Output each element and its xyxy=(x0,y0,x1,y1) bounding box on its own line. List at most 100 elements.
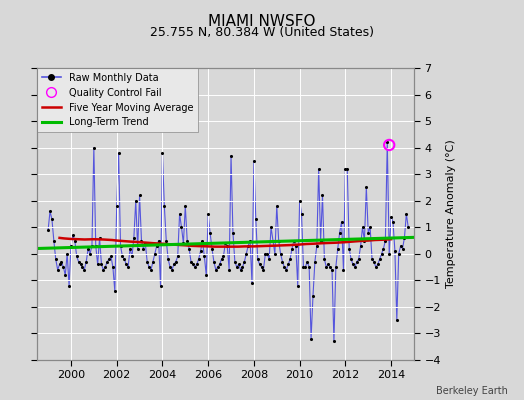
Point xyxy=(318,192,326,199)
Point xyxy=(324,261,332,268)
Text: MIAMI NWSFO: MIAMI NWSFO xyxy=(208,14,316,29)
Point xyxy=(86,251,94,257)
Point xyxy=(370,258,378,265)
Point xyxy=(362,184,370,191)
Point xyxy=(381,237,389,244)
Point xyxy=(311,258,319,265)
Point xyxy=(374,261,382,268)
Point xyxy=(244,243,253,249)
Point xyxy=(93,261,102,268)
Point xyxy=(124,264,133,270)
Point xyxy=(69,232,77,238)
Point xyxy=(356,243,365,249)
Point xyxy=(134,245,142,252)
Point xyxy=(353,258,361,265)
Point xyxy=(90,144,98,151)
Point xyxy=(314,166,323,172)
Point xyxy=(398,245,407,252)
Point xyxy=(400,235,409,241)
Point xyxy=(343,166,352,172)
Point xyxy=(77,261,85,268)
Point xyxy=(137,237,146,244)
Point xyxy=(44,227,52,233)
Point xyxy=(299,264,308,270)
Point xyxy=(292,243,300,249)
Point xyxy=(349,261,357,268)
Point xyxy=(208,245,216,252)
Point xyxy=(261,251,269,257)
Point xyxy=(296,198,304,204)
Point xyxy=(219,253,227,260)
Text: 25.755 N, 80.384 W (United States): 25.755 N, 80.384 W (United States) xyxy=(150,26,374,39)
Point xyxy=(254,256,262,262)
Point xyxy=(358,224,367,230)
Point xyxy=(259,266,268,273)
Point xyxy=(355,256,363,262)
Point xyxy=(170,261,178,268)
Point xyxy=(397,243,405,249)
Point xyxy=(233,264,241,270)
Point xyxy=(162,237,170,244)
Point xyxy=(250,158,258,164)
Point xyxy=(141,240,149,246)
Point xyxy=(263,251,271,257)
Point xyxy=(293,282,302,289)
Point xyxy=(84,245,92,252)
Point xyxy=(360,237,368,244)
Point xyxy=(51,256,60,262)
Point xyxy=(231,258,239,265)
Point xyxy=(301,264,310,270)
Point xyxy=(171,258,180,265)
Point xyxy=(383,139,391,146)
Point xyxy=(212,266,220,273)
Point xyxy=(183,237,191,244)
Point xyxy=(181,203,190,209)
Point xyxy=(107,253,115,260)
Point xyxy=(111,288,119,294)
Point xyxy=(88,243,96,249)
Point xyxy=(116,243,125,249)
Point xyxy=(341,166,350,172)
Point xyxy=(204,211,212,217)
Point xyxy=(46,208,54,214)
Point xyxy=(278,258,287,265)
Point xyxy=(192,261,201,268)
Point xyxy=(272,203,281,209)
Point xyxy=(185,245,193,252)
Point xyxy=(351,264,359,270)
Point xyxy=(210,258,218,265)
Point xyxy=(65,282,73,289)
Point xyxy=(179,240,188,246)
Point xyxy=(191,264,199,270)
Point xyxy=(145,264,154,270)
Point xyxy=(246,237,254,244)
Point xyxy=(330,338,338,345)
Point xyxy=(114,150,123,156)
Point xyxy=(402,211,410,217)
Point xyxy=(305,264,313,270)
Point xyxy=(234,261,243,268)
Point xyxy=(240,258,248,265)
Point xyxy=(143,258,151,265)
Point xyxy=(229,229,237,236)
Point xyxy=(334,245,342,252)
Point xyxy=(82,258,91,265)
Point xyxy=(97,261,106,268)
Point xyxy=(282,266,290,273)
Point xyxy=(168,266,176,273)
Point xyxy=(92,243,100,249)
Point xyxy=(126,245,134,252)
Point xyxy=(242,251,250,257)
Point xyxy=(372,264,380,270)
Point xyxy=(206,229,214,236)
Point xyxy=(377,251,386,257)
Point xyxy=(57,258,66,265)
Text: Berkeley Earth: Berkeley Earth xyxy=(436,386,508,396)
Point xyxy=(236,266,245,273)
Point xyxy=(135,192,144,199)
Point xyxy=(128,253,136,260)
Point xyxy=(328,266,336,273)
Point xyxy=(113,203,121,209)
Point xyxy=(404,224,412,230)
Point xyxy=(347,256,355,262)
